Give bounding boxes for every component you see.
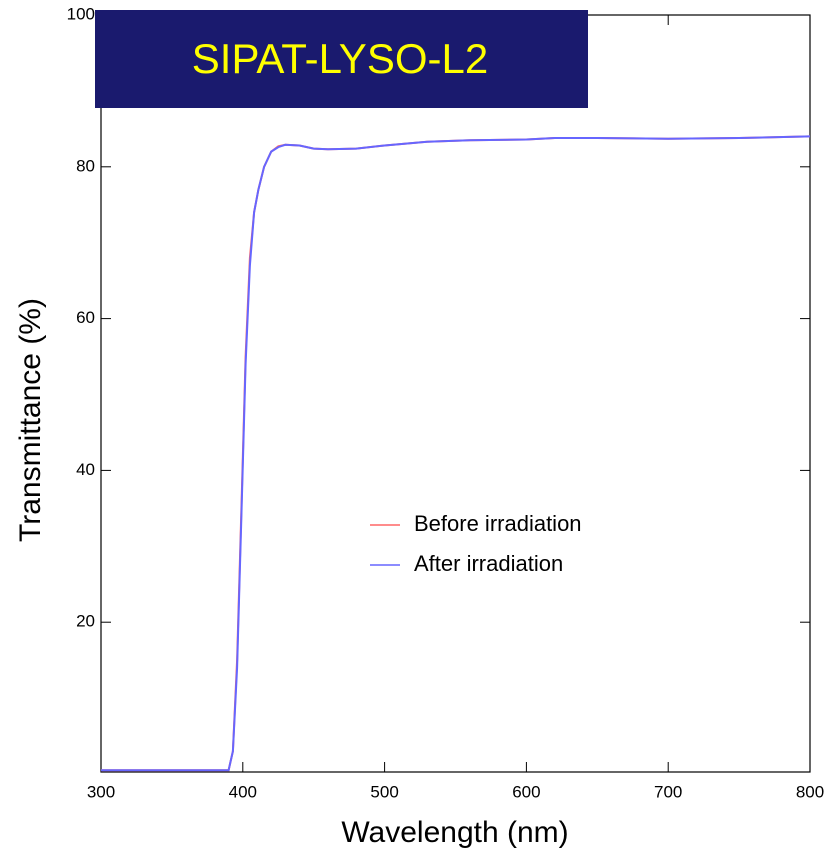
y-tick-label: 60 — [76, 308, 95, 327]
data-line — [101, 135, 811, 772]
x-tick-label: 300 — [87, 782, 115, 801]
y-tick-label: 100 — [67, 4, 95, 23]
y-tick-label: 40 — [76, 460, 95, 479]
y-tick-label: 20 — [76, 612, 95, 631]
title-box — [95, 10, 588, 108]
x-tick-label: 500 — [370, 782, 398, 801]
x-tick-label: 800 — [796, 782, 824, 801]
y-axis-label: Transmittance (%) — [14, 298, 47, 542]
data-line — [101, 135, 811, 772]
x-tick-label: 700 — [654, 782, 682, 801]
plot-frame — [100, 14, 811, 773]
chart-title: SIPAT-LYSO-L2 — [192, 35, 488, 82]
x-tick-label: 600 — [512, 782, 540, 801]
legend-label: After irradiation — [414, 551, 563, 576]
x-axis-label: Wavelength (nm) — [341, 816, 568, 849]
legend-label: Before irradiation — [414, 511, 582, 536]
x-tick-label: 400 — [229, 782, 257, 801]
y-tick-label: 80 — [76, 156, 95, 175]
